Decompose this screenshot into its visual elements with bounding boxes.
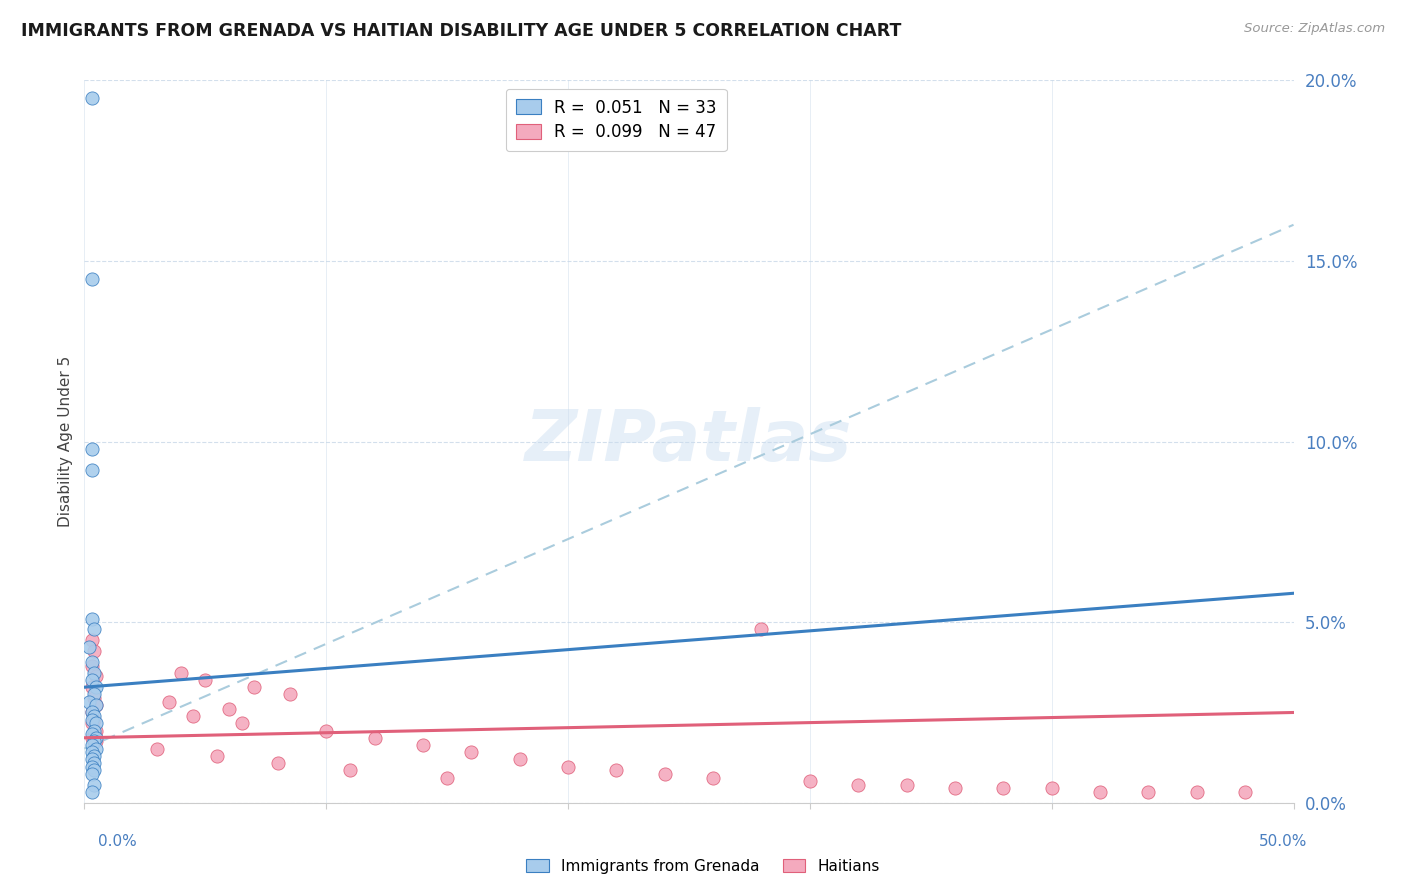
Point — [80, 731, 103, 745]
Point — [83, 727, 105, 741]
Point — [80, 745, 103, 759]
Point — [83, 756, 105, 770]
Point — [509, 752, 531, 766]
Point — [86, 716, 108, 731]
Point — [1185, 785, 1208, 799]
Point — [1040, 781, 1063, 796]
Text: ZIPatlas: ZIPatlas — [526, 407, 852, 476]
Point — [80, 442, 103, 456]
Point — [896, 778, 918, 792]
Point — [86, 741, 108, 756]
Point — [86, 698, 108, 713]
Point — [80, 738, 103, 752]
Legend: Immigrants from Grenada, Haitians: Immigrants from Grenada, Haitians — [520, 853, 886, 880]
Point — [181, 709, 204, 723]
Point — [83, 764, 105, 778]
Point — [83, 713, 105, 727]
Point — [702, 771, 724, 785]
Point — [80, 785, 103, 799]
Point — [83, 748, 105, 763]
Point — [80, 673, 103, 687]
Point — [83, 709, 105, 723]
Point — [80, 272, 103, 286]
Point — [80, 706, 103, 720]
Point — [77, 695, 100, 709]
Point — [80, 767, 103, 781]
Point — [436, 771, 458, 785]
Point — [993, 781, 1015, 796]
Point — [80, 752, 103, 766]
Point — [157, 695, 180, 709]
Point — [80, 706, 103, 720]
Point — [242, 680, 264, 694]
Point — [1088, 785, 1111, 799]
Point — [86, 680, 108, 694]
Point — [80, 611, 103, 625]
Point — [207, 748, 229, 763]
Text: 50.0%: 50.0% — [1260, 834, 1308, 849]
Point — [218, 702, 240, 716]
Legend: R =  0.051   N = 33, R =  0.099   N = 47: R = 0.051 N = 33, R = 0.099 N = 47 — [506, 88, 727, 152]
Point — [83, 778, 105, 792]
Point — [278, 687, 301, 701]
Point — [86, 731, 108, 745]
Point — [80, 658, 103, 673]
Point — [1234, 785, 1257, 799]
Point — [80, 633, 103, 648]
Point — [86, 698, 108, 713]
Point — [80, 716, 103, 731]
Point — [654, 767, 676, 781]
Point — [146, 741, 169, 756]
Point — [412, 738, 434, 752]
Point — [267, 756, 290, 770]
Point — [80, 727, 103, 741]
Text: 0.0%: 0.0% — [98, 834, 138, 849]
Point — [83, 623, 105, 637]
Point — [799, 774, 821, 789]
Point — [751, 623, 773, 637]
Point — [315, 723, 337, 738]
Point — [460, 745, 482, 759]
Point — [83, 687, 105, 701]
Point — [83, 734, 105, 748]
Point — [86, 723, 108, 738]
Point — [80, 91, 103, 105]
Point — [80, 713, 103, 727]
Y-axis label: Disability Age Under 5: Disability Age Under 5 — [58, 356, 73, 527]
Point — [557, 760, 579, 774]
Point — [80, 760, 103, 774]
Point — [83, 644, 105, 658]
Point — [86, 734, 108, 748]
Point — [231, 716, 253, 731]
Point — [83, 723, 105, 738]
Text: IMMIGRANTS FROM GRENADA VS HAITIAN DISABILITY AGE UNDER 5 CORRELATION CHART: IMMIGRANTS FROM GRENADA VS HAITIAN DISAB… — [21, 22, 901, 40]
Point — [80, 655, 103, 669]
Point — [80, 463, 103, 477]
Point — [83, 665, 105, 680]
Point — [86, 669, 108, 683]
Point — [363, 731, 385, 745]
Point — [83, 691, 105, 706]
Point — [605, 764, 627, 778]
Point — [846, 778, 869, 792]
Point — [170, 665, 193, 680]
Point — [194, 673, 217, 687]
Point — [80, 680, 103, 694]
Point — [1137, 785, 1160, 799]
Point — [943, 781, 966, 796]
Point — [339, 764, 361, 778]
Text: Source: ZipAtlas.com: Source: ZipAtlas.com — [1244, 22, 1385, 36]
Point — [77, 640, 100, 655]
